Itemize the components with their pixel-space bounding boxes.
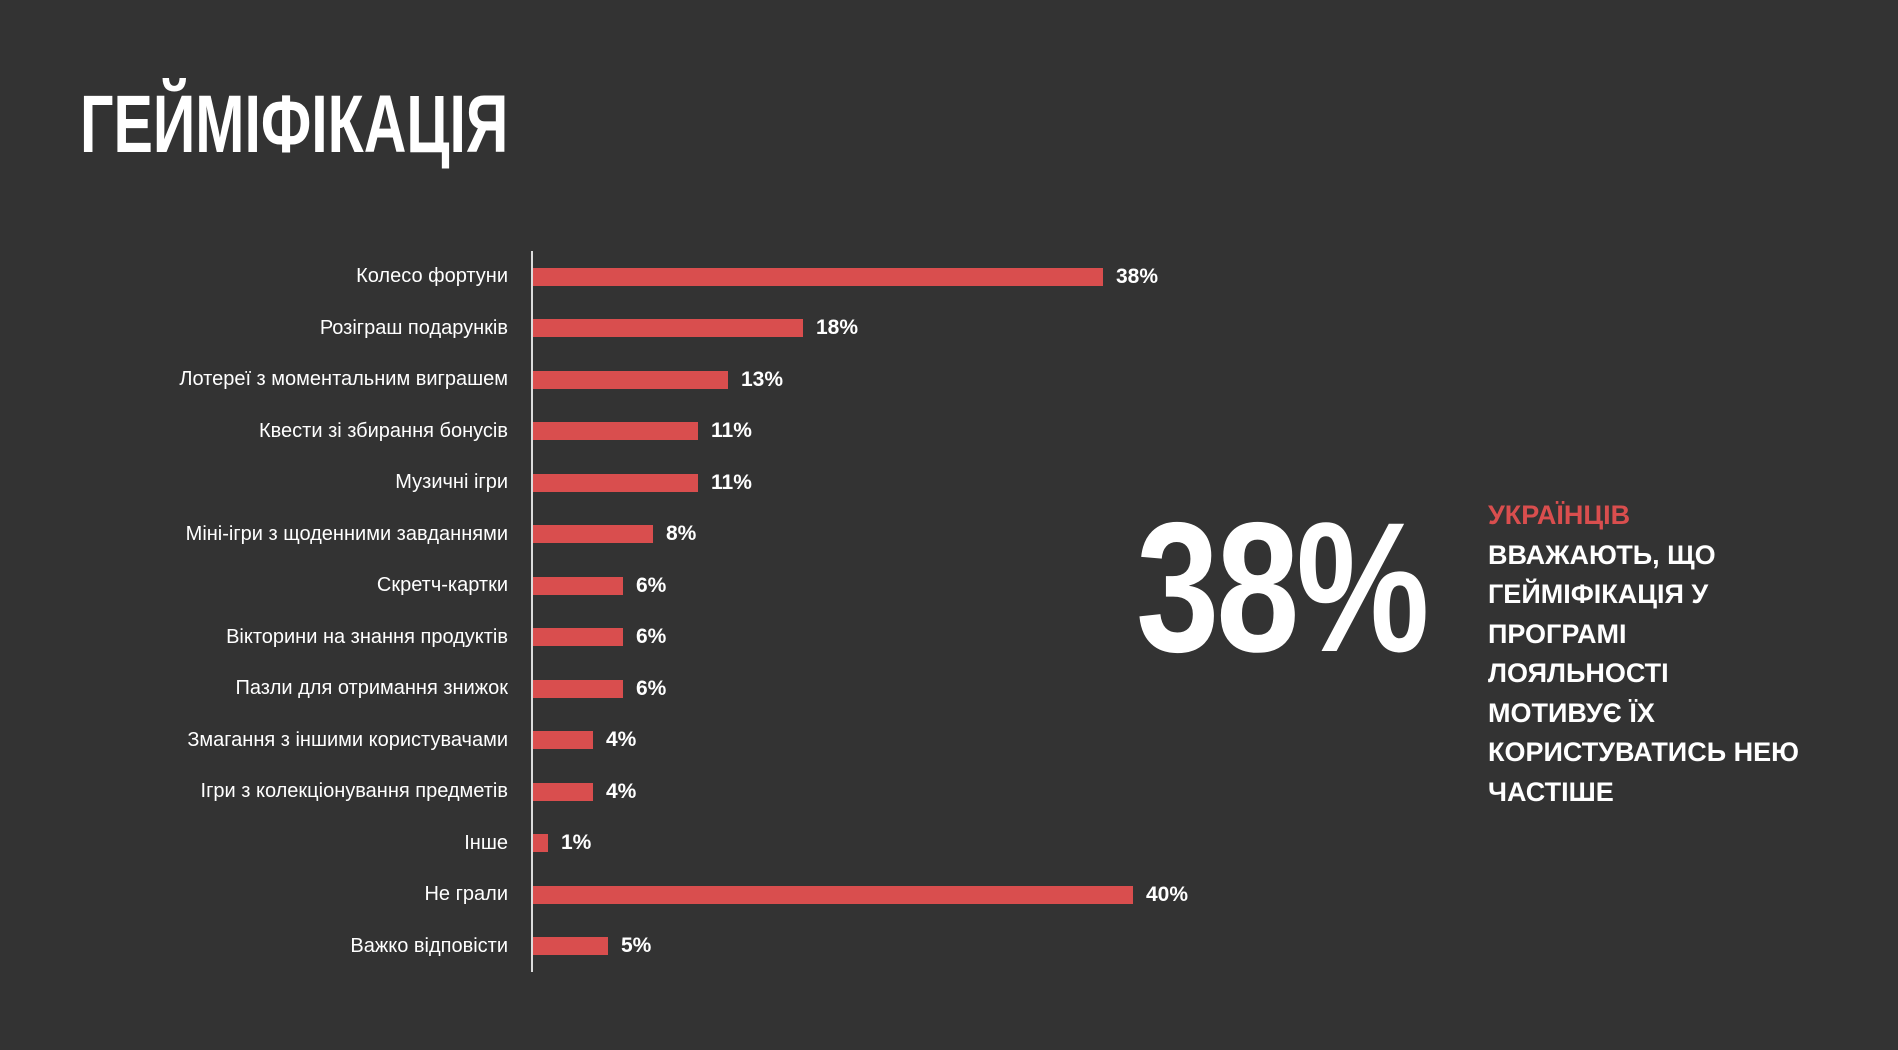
bar-cell: 18%	[531, 302, 1250, 354]
bar-cell: 6%	[531, 611, 1250, 663]
highlight-line: ГЕЙМІФІКАЦІЯ У	[1488, 579, 1709, 609]
bar-cell: 6%	[531, 560, 1250, 612]
category-label: Ігри з колекціонування предметів	[200, 780, 508, 803]
value-label: 8%	[666, 522, 697, 546]
bar-cell: 38%	[531, 251, 1250, 303]
category-label: Колесо фортуни	[356, 265, 508, 288]
category-label: Інше	[464, 831, 508, 854]
highlight-line: КОРИСТУВАТИСЬ НЕЮ	[1488, 737, 1799, 767]
value-label: 11%	[711, 470, 752, 494]
bar	[533, 937, 608, 956]
highlight-line: ВВАЖАЮТЬ, ЩО	[1488, 539, 1716, 570]
chart-row: Змагання з іншими користувачами 4%	[0, 714, 1250, 766]
bar	[533, 370, 728, 389]
bar-cell: 4%	[531, 766, 1250, 818]
value-label: 5%	[621, 934, 652, 958]
category-label: Важко відповісти	[350, 934, 508, 957]
bar	[533, 782, 593, 801]
slide-title: ГЕЙМІФІКАЦІЯ	[80, 79, 509, 170]
bar	[533, 422, 698, 441]
bar-cell: 11%	[531, 405, 1250, 457]
bar	[533, 628, 623, 647]
value-label: 40%	[1146, 882, 1189, 906]
value-label: 4%	[606, 728, 637, 752]
highlight-line: МОТИВУЄ ЇХ	[1488, 697, 1655, 728]
category-label: Змагання з іншими користувачами	[187, 728, 508, 751]
category-label: Міні-ігри з щоденними завданнями	[185, 522, 508, 545]
bar-cell: 13%	[531, 354, 1250, 406]
value-label: 4%	[606, 779, 637, 803]
bar	[533, 319, 803, 338]
bar	[533, 679, 623, 698]
bar	[533, 525, 653, 544]
chart-row: Важко відповісти 5%	[0, 920, 1250, 972]
value-label: 13%	[741, 367, 784, 391]
chart-row: Пазли для отримання знижок 6%	[0, 663, 1250, 715]
chart-row: Скретч-картки 6%	[0, 560, 1250, 612]
category-label: Вікторини на знання продуктів	[226, 625, 508, 648]
category-label: Пазли для отримання знижок	[235, 677, 508, 700]
value-label: 38%	[1116, 264, 1159, 288]
bar	[533, 885, 1133, 904]
category-label: Скретч-картки	[376, 574, 508, 597]
bar-cell: 1%	[531, 817, 1250, 869]
bar-cell: 6%	[531, 663, 1250, 715]
chart-row: Міні-ігри з щоденними завданнями 8%	[0, 508, 1250, 560]
chart-row: Не грали 40%	[0, 869, 1250, 921]
category-label: Розіграш подарунків	[319, 316, 508, 339]
chart-row: Розіграш подарунків 18%	[0, 302, 1250, 354]
bar	[533, 267, 1103, 286]
bar	[533, 576, 623, 595]
bar-cell: 11%	[531, 457, 1250, 509]
bar	[533, 834, 548, 853]
value-label: 6%	[636, 573, 667, 597]
category-label: Лотереї з моментальним виграшем	[179, 368, 508, 391]
bar-chart: Колесо фортуни 38% Розіграш подарунків 1…	[0, 251, 1250, 972]
bar	[533, 473, 698, 492]
value-label: 11%	[711, 419, 752, 443]
bar	[533, 731, 593, 750]
chart-row: Колесо фортуни 38%	[0, 251, 1250, 303]
chart-row: Ігри з колекціонування предметів 4%	[0, 766, 1250, 818]
chart-row: Лотереї з моментальним виграшем 13%	[0, 354, 1250, 406]
category-label: Не грали	[424, 883, 508, 906]
chart-row: Вікторини на знання продуктів 6%	[0, 611, 1250, 663]
chart-row: Музичні ігри 11%	[0, 457, 1250, 509]
highlight-label: УКРАЇНЦІВ	[1488, 500, 1631, 530]
value-label: 18%	[816, 316, 859, 340]
bar-cell: 40%	[531, 869, 1250, 921]
chart-row: Квести зі збирання бонусів 11%	[0, 405, 1250, 457]
value-label: 6%	[636, 676, 667, 700]
highlight-stat: 38%	[1136, 485, 1429, 691]
chart-row: Інше 1%	[0, 817, 1250, 869]
bar-cell: 5%	[531, 920, 1250, 972]
bar-cell: 4%	[531, 714, 1250, 766]
category-label: Музичні ігри	[395, 471, 508, 494]
highlight-text-block: УКРАЇНЦІВ ВВАЖАЮТЬ, ЩО ГЕЙМІФІКАЦІЯ У ПР…	[1488, 496, 1808, 812]
bar-cell: 8%	[531, 508, 1250, 560]
value-label: 6%	[636, 625, 667, 649]
highlight-line: ЧАСТІШЕ	[1488, 776, 1614, 807]
highlight-line: ПРОГРАМІ ЛОЯЛЬНОСТІ	[1488, 618, 1669, 689]
value-label: 1%	[561, 831, 592, 855]
category-label: Квести зі збирання бонусів	[259, 419, 508, 442]
